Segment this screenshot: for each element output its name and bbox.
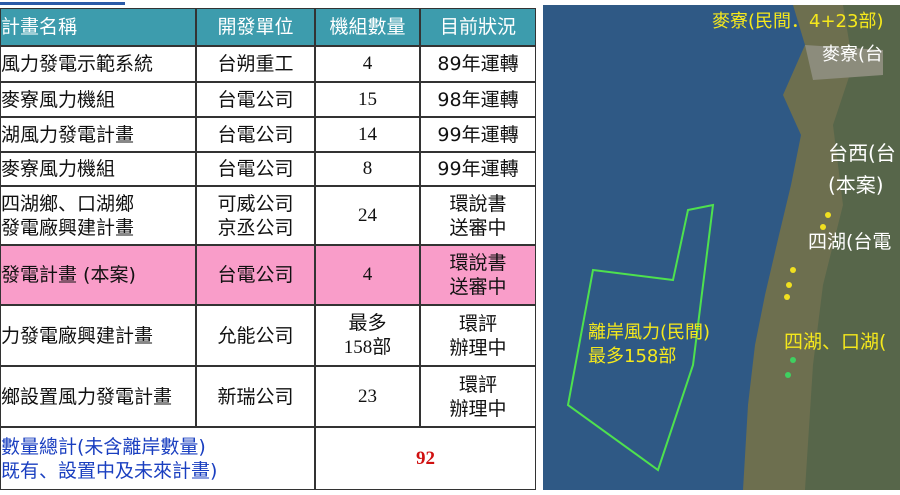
table-cell: 8 [315, 152, 420, 186]
table-cell: 89年運轉 [420, 46, 536, 82]
cell-text: 辦理中 [449, 336, 507, 359]
table-cell: 力發電廠興建計畫 [0, 305, 196, 366]
land-inner [805, 5, 900, 490]
cell-text: 送審中 [449, 276, 507, 298]
turbines [784, 212, 831, 300]
header-cell: 機組數量 [315, 8, 420, 46]
cell-text: 環說書 [449, 252, 507, 274]
table-cell: 最多 158部 [315, 305, 420, 366]
cell-text: 環評 [458, 312, 497, 335]
table-cell: 麥寮風力機組 [0, 152, 196, 186]
cell-text: 4 [362, 53, 373, 74]
map-label: 四湖(台電 [808, 231, 891, 253]
cell-text: 最多 [348, 312, 387, 334]
table-cell: 99年運轉 [420, 117, 536, 152]
cell-text: 送審中 [449, 216, 507, 239]
cell-text: 辦理中 [449, 397, 507, 420]
total-label: 數量總計(未含離岸數量) 既有、設置中及未來計畫) [0, 427, 315, 490]
cell-text: 麥寮風力機組 [1, 158, 116, 180]
table-cell: 環評 辦理中 [420, 305, 536, 366]
table-cell: 15 [315, 82, 420, 117]
cell-text: 98年運轉 [437, 88, 519, 111]
table-cell: 環說書 送審中 [420, 245, 536, 305]
cell-text: 92 [416, 447, 435, 469]
table-cell: 發電計畫 (本案) [0, 245, 196, 305]
table-cell: 4 [315, 46, 420, 82]
top-rule [0, 2, 125, 5]
cell-text: 23 [358, 385, 377, 407]
cell-text: 台電公司 [217, 123, 294, 146]
cell-text: 湖風力發電計畫 [1, 123, 135, 146]
cell-text: 台電公司 [217, 88, 294, 111]
cell-text: 99年運轉 [437, 123, 519, 146]
cell-text: 目前狀況 [439, 16, 516, 38]
map-label: 四湖、口湖( [784, 331, 886, 353]
cell-text: 發電廠興建計畫 [1, 216, 135, 239]
cell-text: 15 [358, 88, 377, 110]
cell-text: 24 [358, 204, 377, 226]
cell-text: 環評 [458, 373, 497, 396]
table-cell: 可威公司 京丞公司 [196, 186, 315, 245]
table-cell: 台電公司 [196, 152, 315, 186]
table-cell: 24 [315, 186, 420, 245]
map-label: 最多158部 [588, 346, 676, 367]
cell-text: 機組數量 [329, 16, 406, 38]
table-cell: 湖風力發電計畫 [0, 117, 196, 152]
industrial-zone [805, 45, 883, 80]
offshore-zone [566, 203, 715, 472]
map-label: 麥寮(台 [822, 44, 883, 65]
header-cell: 開發單位 [196, 8, 315, 46]
cell-text: 發電計畫 (本案) [1, 264, 136, 286]
table-cell: 環評 辦理中 [420, 366, 536, 427]
total-value: 92 [315, 427, 536, 490]
cell-text: 環說書 [449, 192, 507, 215]
map-label: 台西(台 [828, 141, 896, 165]
cell-text: 台電公司 [217, 158, 294, 180]
table-cell: 台電公司 [196, 117, 315, 152]
cell-text: 力發電廠興建計畫 [1, 324, 154, 347]
table-cell: 99年運轉 [420, 152, 536, 186]
table-cell: 新瑞公司 [196, 366, 315, 427]
cell-text: 允能公司 [217, 324, 294, 347]
table-cell: 台朔重工 [196, 46, 315, 82]
table-cell: 23 [315, 366, 420, 427]
cell-text: 158部 [343, 336, 392, 358]
table-cell: 98年運轉 [420, 82, 536, 117]
cell-text: 風力發電示範系統 [1, 53, 154, 75]
map-label: 離岸風力(民間) [588, 322, 710, 343]
cell-text: 新瑞公司 [217, 385, 294, 408]
cell-text: 89年運轉 [437, 53, 519, 75]
cell-text: 99年運轉 [437, 158, 519, 180]
cell-text: 可威公司 [217, 192, 294, 215]
table-cell: 麥寮風力機組 [0, 82, 196, 117]
table-cell: 台電公司 [196, 82, 315, 117]
cell-text: 四湖鄉、口湖鄉 [1, 192, 135, 215]
header-cell: 目前狀況 [420, 8, 536, 46]
table-cell: 鄉設置風力發電計畫 [0, 366, 196, 427]
table-cell: 環說書 送審中 [420, 186, 536, 245]
cell-text: 4 [362, 264, 373, 285]
table-cell: 允能公司 [196, 305, 315, 366]
cell-text: 京丞公司 [217, 216, 294, 239]
cell-text: 既有、設置中及未來計畫) [1, 459, 218, 482]
cell-text: 數量總計(未含離岸數量) [1, 435, 206, 458]
map-label: 麥寮(民間．4+23部) [712, 11, 883, 32]
header-cell: 計畫名稱 [0, 8, 196, 46]
cell-text: 計畫名稱 [1, 16, 78, 38]
table-cell: 四湖鄉、口湖鄉 發電廠興建計畫 [0, 186, 196, 245]
cell-text: 鄉設置風力發電計畫 [1, 385, 173, 408]
table-cell: 台電公司 [196, 245, 315, 305]
cell-text: 麥寮風力機組 [1, 88, 116, 111]
cell-text: 8 [362, 158, 373, 179]
cell-text: 台電公司 [217, 264, 294, 286]
map-label: (本案) [828, 173, 884, 197]
table-cell: 14 [315, 117, 420, 152]
table-cell: 風力發電示範系統 [0, 46, 196, 82]
cell-text: 開發單位 [217, 16, 294, 38]
cell-text: 台朔重工 [217, 53, 294, 75]
cell-text: 14 [358, 123, 377, 145]
table-cell: 4 [315, 245, 420, 305]
